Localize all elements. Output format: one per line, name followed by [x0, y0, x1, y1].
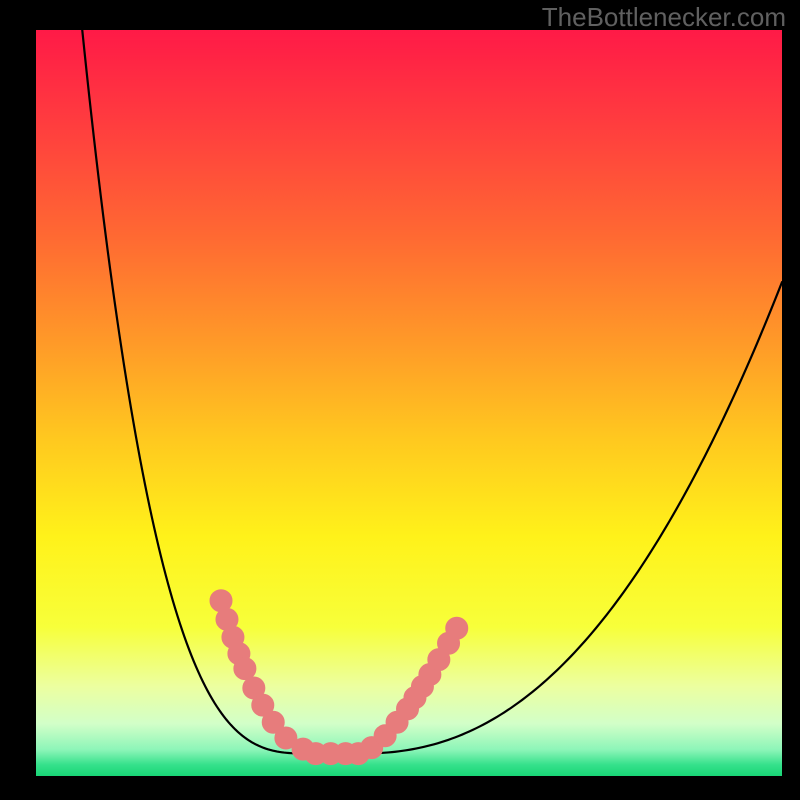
gradient-background — [36, 30, 782, 776]
marker-left — [234, 658, 256, 680]
plot-area — [36, 30, 782, 776]
marker-right — [446, 617, 468, 639]
plot-svg — [36, 30, 782, 776]
watermark-text: TheBottlenecker.com — [542, 2, 786, 33]
